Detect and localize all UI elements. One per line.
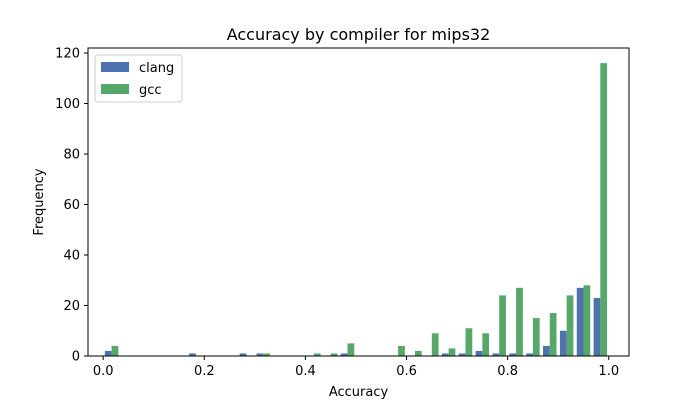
bar-gcc-0 — [111, 345, 119, 356]
bar-gcc-23 — [499, 295, 506, 356]
bar-clang-0 — [104, 350, 112, 356]
bar-clang-29 — [593, 297, 601, 356]
y-tick-label: 40 — [63, 249, 80, 264]
bar-gcc-12 — [313, 353, 321, 356]
bar-gcc-29 — [600, 63, 608, 356]
legend-swatch-gcc — [101, 84, 129, 94]
y-tick-label: 80 — [63, 148, 80, 163]
bar-clang-21 — [458, 353, 466, 356]
x-axis: 0.0 0.2 0.4 0.6 0.8 1.0 — [93, 356, 619, 379]
bar-clang-22 — [475, 350, 483, 356]
y-tick-label: 20 — [63, 299, 80, 314]
x-tick-label: 0.0 — [93, 364, 114, 379]
bar-gcc-13 — [330, 353, 338, 356]
bar-gcc-20 — [448, 348, 456, 356]
legend-label-clang: clang — [139, 61, 174, 76]
x-tick-label: 0.4 — [295, 364, 316, 379]
bar-clang-20 — [441, 353, 449, 356]
bar-clang-8 — [239, 353, 247, 356]
plot-frame — [87, 47, 630, 357]
bar-clang-23 — [492, 353, 500, 356]
bar-clang-14 — [340, 353, 348, 356]
bar-gcc-18 — [414, 350, 422, 356]
bar-gcc-21 — [465, 328, 473, 356]
bar-clang-5 — [189, 353, 196, 356]
bar-clang-27 — [559, 330, 567, 356]
x-tick-label: 0.6 — [396, 364, 417, 379]
bar-clang-9 — [256, 353, 264, 356]
bar-clang-26 — [543, 345, 550, 356]
bar-gcc-17 — [398, 345, 405, 356]
y-tick-label: 0 — [72, 350, 80, 365]
bar-gcc-27 — [566, 295, 574, 356]
plot-bars — [104, 63, 608, 356]
legend: clang gcc — [94, 54, 183, 103]
x-axis-label: Accuracy — [329, 385, 389, 400]
y-axis: 0 20 40 60 80 100 120 — [55, 47, 88, 365]
bar-gcc-26 — [549, 313, 557, 356]
y-tick-label: 100 — [55, 97, 80, 112]
bar-gcc-24 — [516, 287, 523, 356]
bar-clang-28 — [576, 287, 584, 356]
y-axis-label: Frequency — [32, 168, 47, 235]
y-tick-label: 60 — [63, 198, 80, 213]
bar-gcc-22 — [482, 333, 490, 356]
legend-swatch-clang — [101, 62, 129, 72]
x-tick-label: 1.0 — [598, 364, 619, 379]
bar-gcc-25 — [532, 318, 540, 356]
bar-clang-25 — [526, 353, 533, 356]
bar-gcc-28 — [583, 285, 591, 356]
x-tick-label: 0.2 — [194, 364, 215, 379]
bar-clang-24 — [509, 353, 517, 356]
bar-gcc-9 — [263, 353, 271, 356]
chart-title: Accuracy by compiler for mips32 — [227, 25, 491, 44]
legend-label-gcc: gcc — [139, 83, 162, 98]
bar-gcc-14 — [347, 343, 355, 356]
bar-gcc-19 — [431, 333, 439, 356]
x-tick-label: 0.8 — [497, 364, 518, 379]
y-tick-label: 120 — [55, 47, 80, 62]
